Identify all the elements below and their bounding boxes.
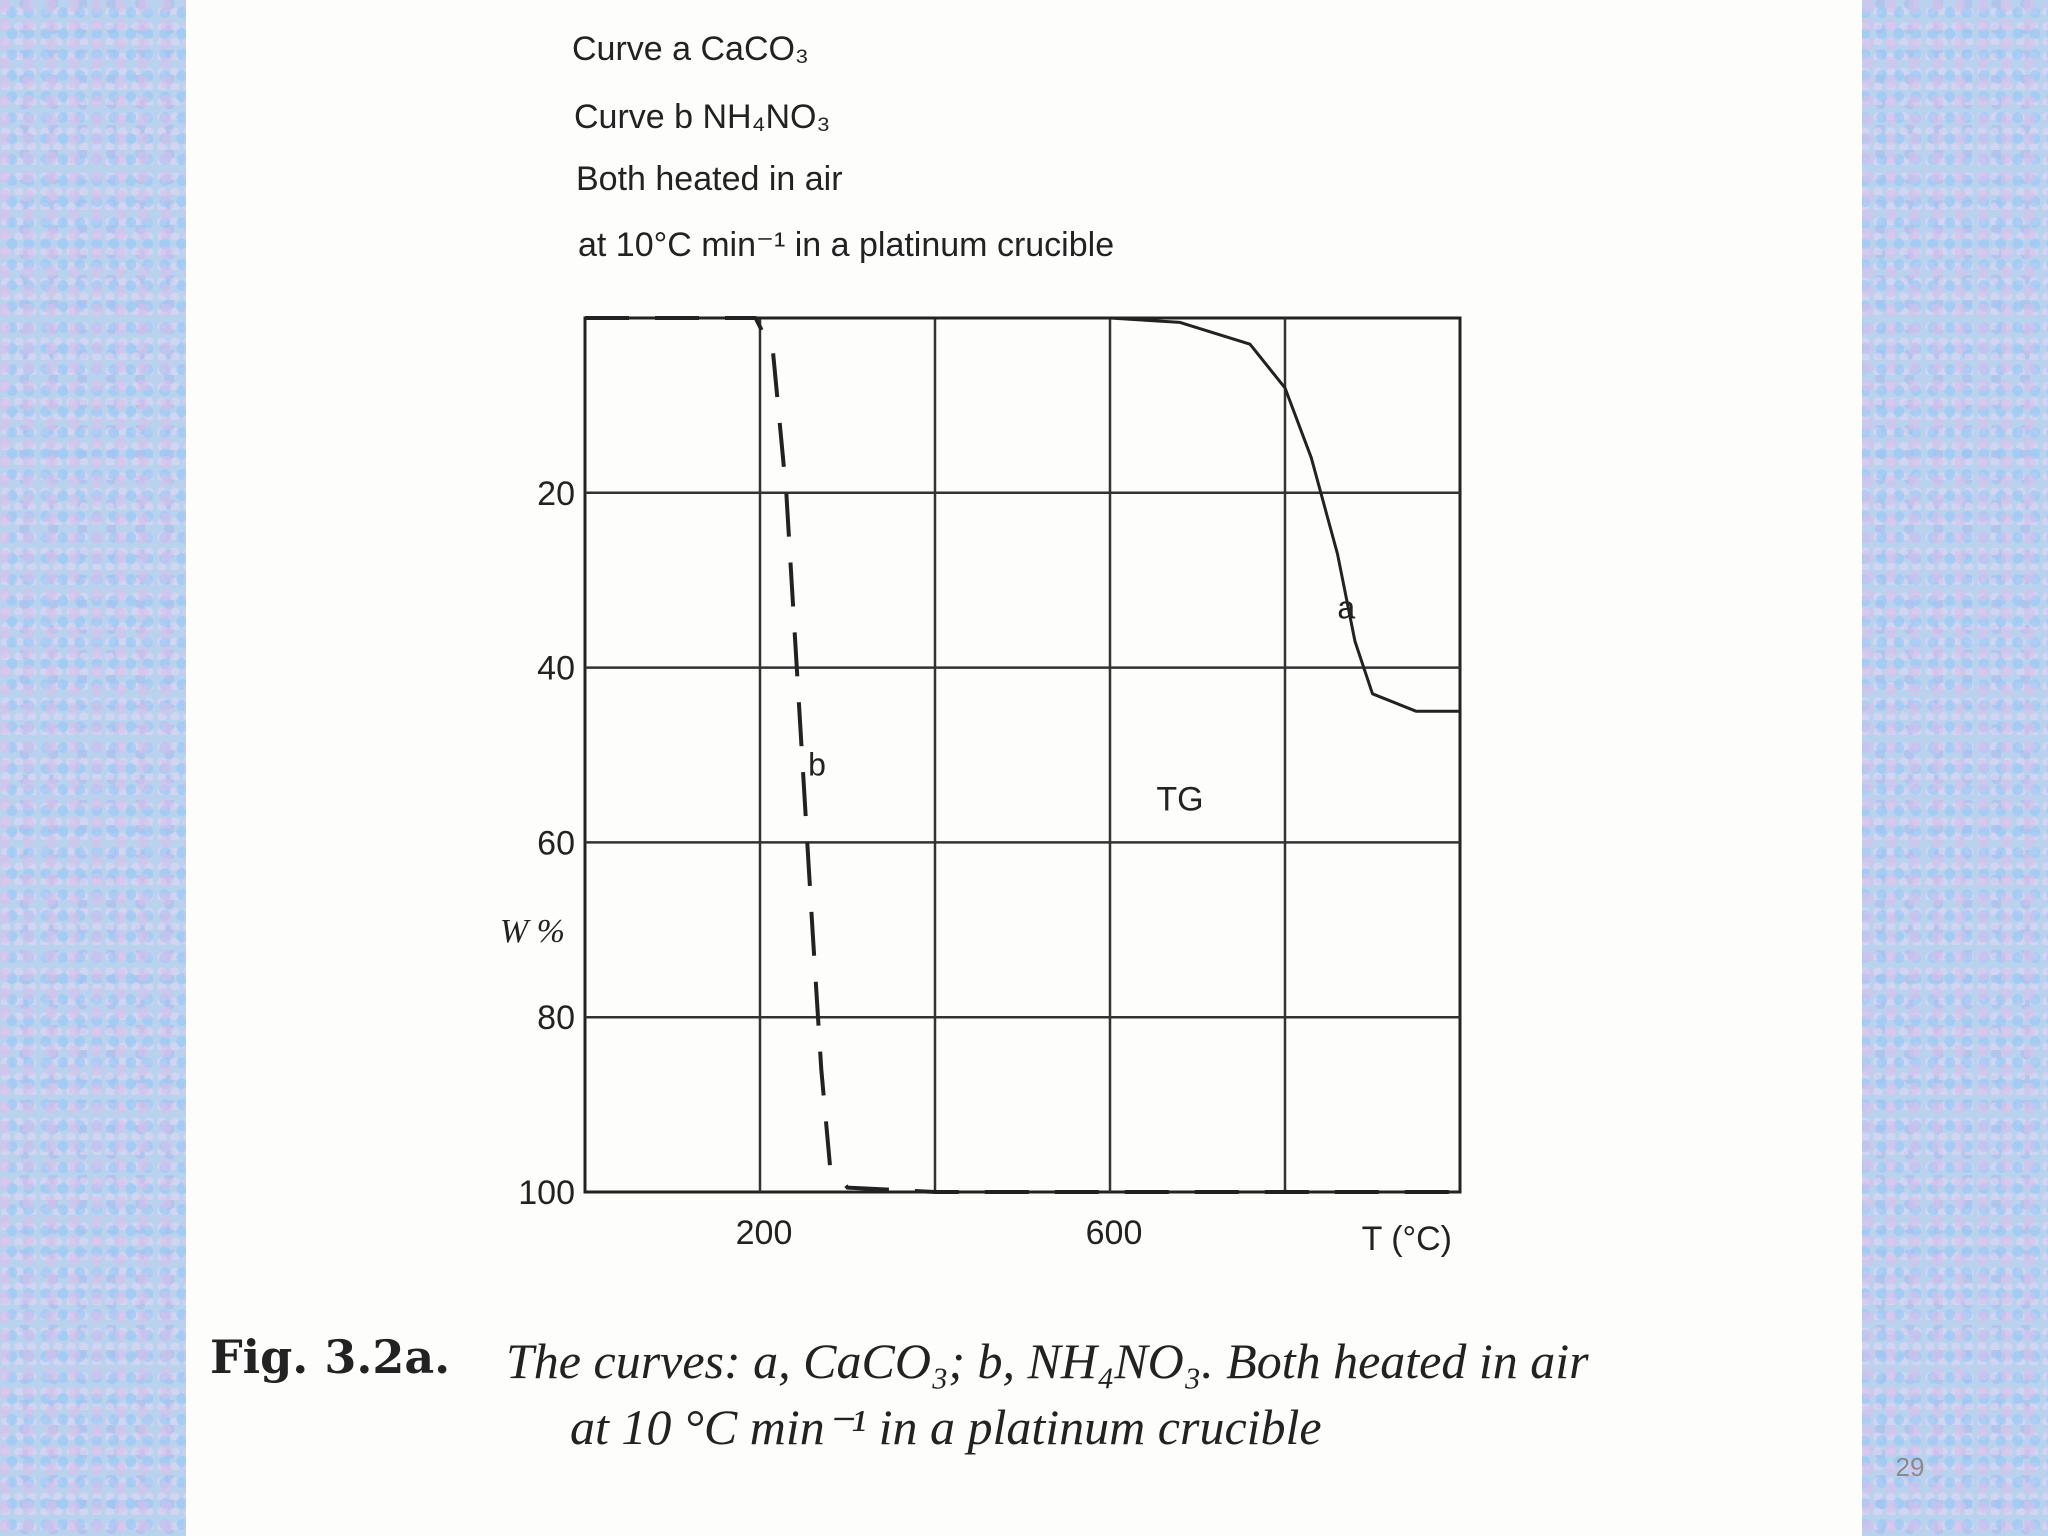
tg-annotation: TG xyxy=(1156,781,1203,819)
slide-number: 29 xyxy=(1895,1452,1925,1482)
header-line-curve-a: Curve a CaCO₃ xyxy=(572,30,809,68)
header-line-heated: Both heated in air xyxy=(576,160,843,198)
header-line-curve-b: Curve b NH₄NO₃ xyxy=(574,98,830,136)
y-tick-label: 60 xyxy=(537,824,575,862)
x-tick-label: 600 xyxy=(1086,1214,1143,1252)
x-axis-label: T (°C) xyxy=(1362,1220,1452,1258)
series-b-line xyxy=(585,316,1460,1194)
plot-area: 20 40 60 80 100 200 600 T (°C) W % TG a b xyxy=(500,316,1462,1258)
caption-line-1: The curves: a, CaCO₃; b, NH₄NO₃. Both he… xyxy=(506,1333,1589,1389)
series-label-a: a xyxy=(1337,589,1355,625)
series-label-b: b xyxy=(808,747,826,783)
series-a-line xyxy=(585,316,1460,713)
figure-label: Fig. 3.2a. xyxy=(210,1330,451,1384)
plot-frame xyxy=(583,316,1462,1194)
x-tick-label: 200 xyxy=(736,1214,793,1252)
y-tick-label: 20 xyxy=(537,475,575,513)
caption-line-2: at 10 °C min⁻¹ in a platinum crucible xyxy=(570,1399,1322,1455)
chart-header: Curve a CaCO₃ Curve b NH₄NO₃ Both heated… xyxy=(572,30,1114,264)
slide-panel xyxy=(186,0,1862,1536)
y-tick-label: 80 xyxy=(537,999,575,1037)
y-tick-label: 100 xyxy=(518,1174,575,1212)
y-axis-label: W % xyxy=(500,913,565,950)
y-tick-label: 40 xyxy=(537,650,575,688)
header-line-rate: at 10°C min⁻¹ in a platinum crucible xyxy=(578,226,1114,264)
